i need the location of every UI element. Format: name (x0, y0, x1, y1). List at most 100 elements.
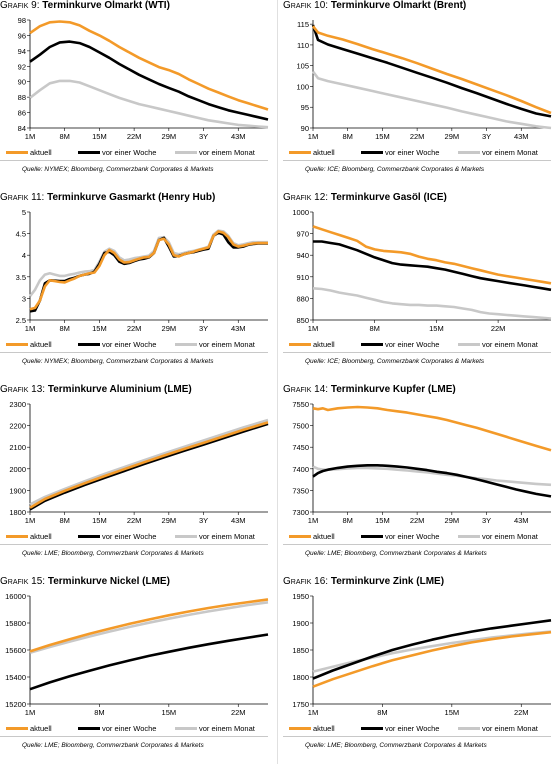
chart-legend: aktuell vor einer Woche vor einem Monat (0, 148, 272, 158)
legend-swatch (175, 343, 197, 346)
legend-item-monat: vor einem Monat (458, 340, 538, 349)
x-tick-label: 1M (308, 708, 318, 717)
x-tick-label: 22M (410, 516, 425, 525)
chart-number: Grafik 10: (283, 0, 331, 11)
chart-title-text: Terminkurve Gasmarkt (Henry Hub) (47, 192, 216, 203)
legend-divider (283, 544, 551, 545)
chart-number: Grafik 13: (0, 384, 48, 395)
x-tick-label: 43M (231, 132, 246, 141)
y-tick-label: 1000 (292, 208, 309, 217)
x-tick-label: 15M (429, 324, 444, 333)
y-tick-label: 970 (296, 230, 309, 239)
y-tick-label: 5 (22, 208, 26, 217)
x-tick-label: 8M (94, 708, 104, 717)
y-tick-label: 86 (18, 109, 26, 118)
y-tick-label: 910 (296, 273, 309, 282)
series-line-aktuell (29, 598, 269, 653)
legend-swatch (6, 343, 28, 346)
chart-title-text: Terminkurve Nickel (LME) (47, 576, 170, 587)
legend-swatch (78, 727, 100, 730)
legend-item-monat: vor einem Monat (175, 724, 255, 733)
chart-legend: aktuell vor einer Woche vor einem Monat (0, 532, 272, 542)
y-tick-label: 880 (296, 294, 309, 303)
y-tick-label: 7450 (292, 443, 309, 452)
chart-panel: Grafik 11: Terminkurve Gasmarkt (Henry H… (0, 192, 272, 380)
x-tick-label: 8M (59, 516, 69, 525)
x-tick-label: 1M (25, 708, 35, 717)
x-tick-label: 29M (162, 516, 177, 525)
chart-number: Grafik 16: (283, 576, 331, 587)
x-tick-label: 1M (308, 516, 318, 525)
chart-source: Quelle: NYMEX; Bloomberg, Commerzbank Co… (22, 358, 214, 365)
y-tick-label: 105 (296, 62, 309, 71)
legend-label: aktuell (313, 148, 335, 157)
legend-divider (0, 736, 268, 737)
legend-label: vor einem Monat (482, 340, 538, 349)
x-tick-label: 22M (127, 516, 142, 525)
y-tick-label: 4 (22, 251, 26, 260)
legend-label: vor einem Monat (199, 724, 255, 733)
x-tick-label: 22M (127, 324, 142, 333)
legend-item-monat: vor einem Monat (175, 340, 255, 349)
x-tick-label: 22M (514, 708, 529, 717)
x-tick-label: 3Y (199, 132, 208, 141)
legend-swatch (458, 151, 480, 154)
series-line-aktuell (312, 630, 552, 688)
y-tick-label: 7500 (292, 422, 309, 431)
chart-title: Grafik 14: Terminkurve Kupfer (LME) (283, 384, 456, 395)
x-tick-label: 22M (491, 324, 506, 333)
line-chart: 1800 1900 2000 2100 2200 2300 1M 8M 15M 22M 29M 3Y 4… (9, 400, 269, 525)
legend-label: vor einem Monat (482, 532, 538, 541)
y-tick-label: 15800 (5, 619, 26, 628)
line-chart: 84 86 88 90 92 94 96 98 1M 8M 15M 22M 29M 3Y 43M (18, 16, 269, 141)
x-tick-label: 3Y (199, 324, 208, 333)
y-tick-label: 90 (301, 124, 309, 133)
legend-divider (283, 736, 551, 737)
legend-swatch (289, 343, 311, 346)
x-tick-label: 15M (92, 132, 107, 141)
y-tick-label: 7350 (292, 486, 309, 495)
legend-label: vor einer Woche (102, 724, 157, 733)
y-tick-label: 16000 (5, 592, 26, 601)
y-tick-label: 15200 (5, 700, 26, 709)
series-line-aktuell (311, 25, 552, 115)
legend-label: vor einer Woche (385, 340, 440, 349)
chart-title-text: Terminkurve Aluminium (LME) (47, 384, 192, 395)
line-chart: 90 95 100 105 110 115 1M 8M 15M 22M 29M 3Y 43M (296, 20, 552, 141)
series-line-woche (313, 240, 552, 292)
series-line-woche (312, 464, 552, 498)
x-tick-label: 8M (369, 324, 379, 333)
legend-item-woche: vor einer Woche (78, 532, 156, 541)
y-tick-label: 7550 (292, 400, 309, 409)
x-tick-label: 22M (127, 132, 142, 141)
legend-label: vor einem Monat (482, 148, 538, 157)
x-tick-label: 8M (377, 708, 387, 717)
y-tick-label: 2100 (9, 443, 26, 452)
y-tick-label: 850 (296, 316, 309, 325)
chart-title: Grafik 12: Terminkurve Gasöl (ICE) (283, 192, 447, 203)
legend-label: vor einem Monat (199, 148, 255, 157)
legend-item-woche: vor einer Woche (361, 340, 439, 349)
x-tick-label: 15M (92, 516, 107, 525)
x-tick-label: 1M (25, 516, 35, 525)
chart-title-text: Terminkurve Gasöl (ICE) (330, 192, 447, 203)
legend-divider (283, 160, 551, 161)
legend-swatch (78, 151, 100, 154)
legend-divider (0, 352, 268, 353)
chart-legend: aktuell vor einer Woche vor einem Monat (283, 148, 555, 158)
chart-source: Quelle: LME; Bloomberg, Commerzbank Corp… (305, 742, 487, 749)
legend-swatch (361, 343, 383, 346)
chart-panel: Grafik 14: Terminkurve Kupfer (LME) 7300 7… (283, 384, 555, 572)
chart-source: Quelle: ICE; Bloomberg, Commerzbank Corp… (305, 358, 485, 365)
chart-panel: Grafik 15: Terminkurve Nickel (LME) 15200… (0, 576, 272, 764)
series-line-aktuell (29, 230, 268, 311)
legend-swatch (458, 343, 480, 346)
legend-swatch (458, 535, 480, 538)
legend-swatch (289, 151, 311, 154)
legend-label: vor einer Woche (102, 148, 157, 157)
legend-item-monat: vor einem Monat (458, 148, 538, 157)
legend-swatch (361, 727, 383, 730)
legend-swatch (289, 535, 311, 538)
line-chart: 1750 1800 1850 1900 1950 1M 8M 15M 22M (292, 592, 552, 717)
legend-swatch (6, 727, 28, 730)
